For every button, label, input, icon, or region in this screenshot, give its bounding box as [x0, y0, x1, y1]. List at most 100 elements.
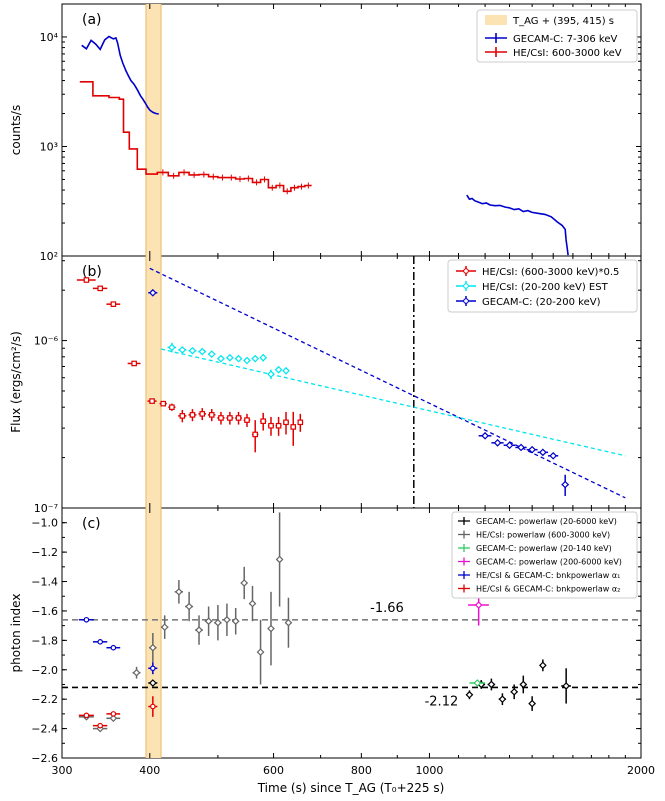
index-point: [150, 665, 156, 672]
index-point: [510, 687, 519, 696]
legend-band-swatch: [485, 15, 507, 25]
legend-c-entry: HE/CsI: powerlaw (600-3000 keV): [476, 531, 610, 540]
gecam-lightcurve-segment: [81, 35, 159, 115]
index-point: [83, 616, 90, 623]
index-point: [498, 695, 507, 704]
index-point: [148, 679, 157, 687]
index-point: [539, 661, 547, 670]
flux-point: [267, 370, 275, 379]
y-tick-label: −2.2: [31, 693, 58, 706]
flux-point: [148, 288, 157, 297]
flux-point: [131, 360, 137, 367]
index-point: [284, 618, 293, 627]
reference-index-label: -1.66: [370, 601, 404, 616]
legend-b-entry: HE/CsI: (600-3000 keV)*0.5: [482, 267, 619, 278]
flux-point: [243, 356, 251, 365]
index-point: [487, 680, 496, 689]
flux-point: [83, 277, 90, 283]
flux-point: [217, 354, 225, 363]
flux-point: [268, 422, 274, 429]
index-point: [256, 648, 265, 656]
index-point: [248, 599, 257, 608]
flux-point: [178, 346, 187, 354]
y-tick-label: 10³: [40, 140, 58, 153]
legend-a-entry: HE/CsI: 600-3000 keV: [513, 48, 622, 59]
legend-a-box: [476, 9, 638, 63]
x-tick-label: 2000: [627, 764, 655, 777]
time-band-1: [145, 256, 162, 508]
legend-c-entry: GECAM-C: powerlaw (20-140 keV): [476, 544, 612, 553]
flux-point: [234, 354, 243, 363]
reference-index-label: -2.12: [425, 694, 459, 709]
flux-point: [188, 346, 197, 355]
index-point: [473, 679, 482, 687]
y-tick-label: −1.6: [31, 605, 58, 618]
plot-layer: 300 400 600 800 1000 2000 10² 10³ 10⁴ 10⁻⁷ 10⁻⁶ −1.…: [31, 4, 655, 777]
y-tick-label: −2.4: [31, 723, 58, 736]
gecam-lightcurve-segment: [466, 194, 569, 256]
legend-a-entry: GECAM-C: 7-306 keV: [513, 34, 617, 45]
panel-b-label: (b): [82, 264, 102, 280]
index-point: [528, 699, 536, 708]
flux-point: [274, 365, 283, 374]
flux-point: [481, 431, 489, 440]
index-point: [519, 680, 528, 689]
index-point: [231, 617, 240, 626]
legend-c-box: [451, 511, 638, 599]
flux-point: [539, 448, 547, 457]
index-point: [110, 711, 117, 717]
flux-point: [493, 438, 502, 447]
legend-band-label: T_AG + (395, 415) s: [512, 16, 614, 27]
y-tick-label: −2.6: [31, 752, 58, 765]
index-point: [132, 668, 141, 677]
flux-point: [189, 412, 196, 418]
flux-point: [275, 422, 282, 429]
flux-point: [168, 343, 176, 352]
legend-marker: [463, 298, 469, 304]
index-point: [562, 682, 570, 690]
legend-b-entry: GECAM-C: (20-200 keV): [482, 297, 601, 308]
flux-point: [259, 353, 268, 362]
y-tick-label: −1.2: [31, 546, 58, 559]
index-point: [150, 703, 156, 710]
flux-point: [283, 419, 289, 426]
index-point: [240, 579, 249, 587]
index-point: [474, 601, 483, 609]
index-point: [97, 639, 103, 645]
flux-point: [199, 411, 206, 417]
flux-point: [207, 350, 216, 358]
flux-point: [97, 285, 103, 292]
flux-point: [179, 413, 186, 419]
index-point: [83, 712, 90, 719]
flux-point: [198, 347, 207, 356]
panel-a-label: (a): [82, 12, 102, 28]
flux-point: [244, 417, 250, 423]
legend-c-entry: GECAM-C: powerlaw (200-6000 keV): [476, 558, 622, 567]
flux-point: [160, 400, 167, 407]
legend-marker: [463, 283, 469, 289]
flux-point: [561, 480, 570, 489]
flux-point: [260, 418, 267, 424]
index-point: [275, 555, 284, 564]
index-point: [204, 617, 213, 626]
index-point: [97, 722, 103, 729]
panel-c-frame: [61, 507, 642, 759]
time-band-0: [145, 4, 162, 256]
x-tick-label: 1000: [415, 764, 443, 777]
y-tick-label: 10⁴: [40, 31, 59, 44]
x-tick-label: 600: [263, 764, 284, 777]
legend-c-entry: GECAM-C: powerlaw (20-6000 keV): [476, 517, 617, 526]
flux-point: [251, 354, 260, 363]
legend-layer: T_AG + (395, 415) s GECAM-C: 7-306 keV HE/…: [447, 9, 638, 599]
hecsi-lightcurve: [79, 81, 312, 193]
y-tick-label: 10⁻⁷: [34, 502, 58, 515]
legend-c-entry: HE/CsI & GECAM-C: bnkpowerlaw α₂: [476, 585, 620, 594]
y-tick-label: −1.8: [31, 634, 58, 647]
flux-point: [208, 412, 215, 418]
index-point: [175, 587, 183, 596]
index-point: [160, 623, 169, 631]
x-tick-label: 800: [351, 764, 372, 777]
y-tick-label: −1.4: [31, 576, 58, 589]
index-point: [109, 714, 118, 723]
